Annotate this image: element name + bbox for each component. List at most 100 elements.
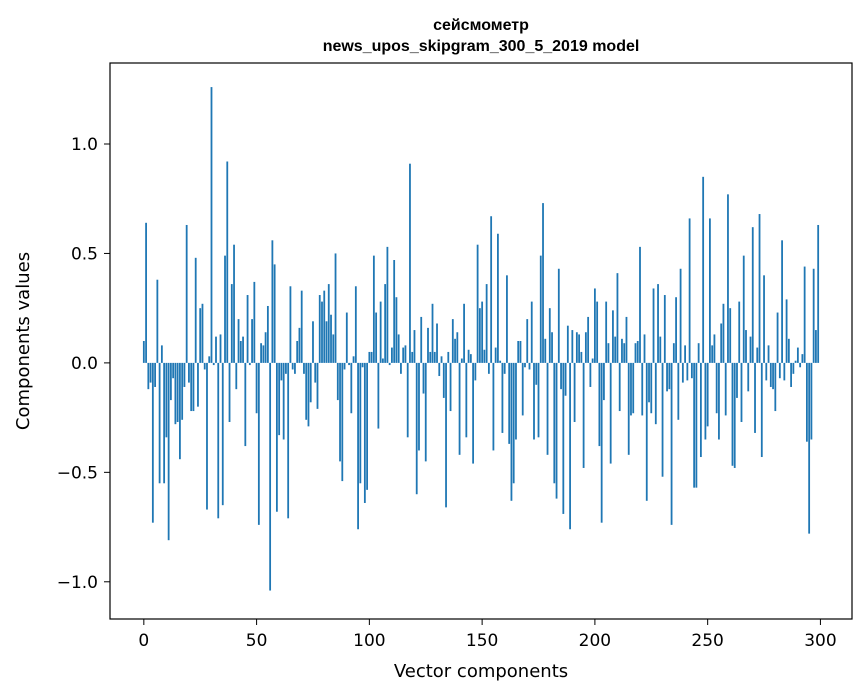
bar-component-13 <box>172 362 175 379</box>
bar-component-172 <box>530 301 533 363</box>
bar-component-272 <box>756 347 759 363</box>
bar-component-226 <box>652 288 655 363</box>
bar-component-4 <box>151 362 154 523</box>
bar-component-182 <box>553 362 556 484</box>
bar-component-82 <box>327 284 330 363</box>
bar-component-37 <box>226 161 229 363</box>
bar-component-195 <box>582 362 585 468</box>
bar-component-284 <box>783 362 786 381</box>
x-tick-label: 50 <box>246 631 268 651</box>
bar-component-32 <box>215 336 217 363</box>
bar-component-45 <box>244 362 247 447</box>
bar-component-38 <box>228 362 231 422</box>
bar-component-67 <box>294 362 296 374</box>
bar-component-135 <box>447 351 450 363</box>
bar-component-264 <box>738 301 741 363</box>
bar-component-95 <box>357 362 359 530</box>
bar-component-155 <box>492 362 495 451</box>
bar-component-225 <box>650 362 653 414</box>
bar-component-193 <box>578 334 580 363</box>
bar-component-167 <box>519 341 522 363</box>
bar-component-132 <box>440 356 443 363</box>
bar-component-19 <box>185 224 188 363</box>
bar-component-128 <box>431 303 434 363</box>
bar-component-79 <box>321 301 323 363</box>
bar-component-23 <box>194 257 197 363</box>
bar-component-252 <box>711 345 714 363</box>
bar-component-35 <box>221 362 224 506</box>
bar-component-30 <box>210 87 213 363</box>
bar-component-290 <box>796 347 799 363</box>
bar-component-105 <box>379 301 382 363</box>
bar-component-247 <box>699 362 702 458</box>
bar-component-297 <box>812 268 815 363</box>
bar-component-269 <box>749 336 752 363</box>
bar-component-70 <box>300 290 303 363</box>
bar-component-157 <box>497 233 499 363</box>
bar-component-93 <box>352 356 355 363</box>
bar-component-204 <box>603 362 605 401</box>
bar-component-286 <box>787 338 790 363</box>
bar-component-108 <box>386 246 389 363</box>
bar-component-197 <box>587 316 590 363</box>
bar-component-280 <box>774 362 777 412</box>
bar-component-295 <box>808 362 811 534</box>
chart-title-line2: news_upos_skipgram_300_5_2019 model <box>323 38 640 55</box>
y-tick-label: 1.0 <box>71 135 98 155</box>
bar-component-210 <box>616 273 619 363</box>
bar-component-134 <box>445 362 447 508</box>
bar-component-242 <box>688 218 691 363</box>
bar-component-133 <box>442 362 445 398</box>
bar-component-178 <box>544 338 547 363</box>
bar-component-268 <box>747 362 750 392</box>
bar-component-253 <box>713 334 716 363</box>
bar-component-154 <box>490 216 493 363</box>
bar-component-216 <box>630 362 632 416</box>
bar-component-83 <box>330 314 332 363</box>
bar-component-166 <box>517 341 520 363</box>
bar-component-215 <box>627 362 630 455</box>
bar-component-89 <box>343 362 346 370</box>
bar-component-12 <box>169 362 172 401</box>
bar-component-282 <box>778 362 781 379</box>
bar-component-40 <box>233 244 235 363</box>
bar-component-55 <box>266 305 269 363</box>
bar-component-106 <box>381 358 384 363</box>
bar-component-81 <box>325 321 328 363</box>
bar-component-94 <box>354 286 357 363</box>
x-tick-label: 0 <box>138 631 149 651</box>
bar-component-123 <box>420 316 423 363</box>
bar-component-298 <box>815 330 817 363</box>
bar-component-198 <box>589 362 592 387</box>
y-tick-label: 0.0 <box>71 354 98 374</box>
bar-component-287 <box>790 362 792 387</box>
bar-component-2 <box>147 362 150 390</box>
bar-component-176 <box>539 255 542 363</box>
bar-component-274 <box>760 362 763 458</box>
x-tick-label: 150 <box>466 631 498 651</box>
bar-component-46 <box>246 295 249 363</box>
bar-component-97 <box>361 362 364 368</box>
bar-component-294 <box>805 362 808 442</box>
bar-component-9 <box>163 362 166 484</box>
bar-component-222 <box>643 334 646 363</box>
y-axis-label: Components values <box>13 252 34 430</box>
bar-component-122 <box>418 362 420 451</box>
bar-component-203 <box>600 362 603 523</box>
bar-component-279 <box>772 362 774 390</box>
bar-component-151 <box>483 349 486 363</box>
bar-component-276 <box>765 362 768 381</box>
bar-component-181 <box>551 332 553 363</box>
bars-group <box>142 87 820 591</box>
bar-component-126 <box>427 327 429 363</box>
bar-component-231 <box>663 295 666 363</box>
bar-component-8 <box>160 345 163 363</box>
bar-component-136 <box>449 362 452 412</box>
bar-component-250 <box>706 362 709 427</box>
bar-component-258 <box>724 362 727 416</box>
bar-component-131 <box>438 362 441 377</box>
bar-component-99 <box>366 362 368 490</box>
bar-component-236 <box>675 297 677 363</box>
bar-component-60 <box>278 362 281 436</box>
